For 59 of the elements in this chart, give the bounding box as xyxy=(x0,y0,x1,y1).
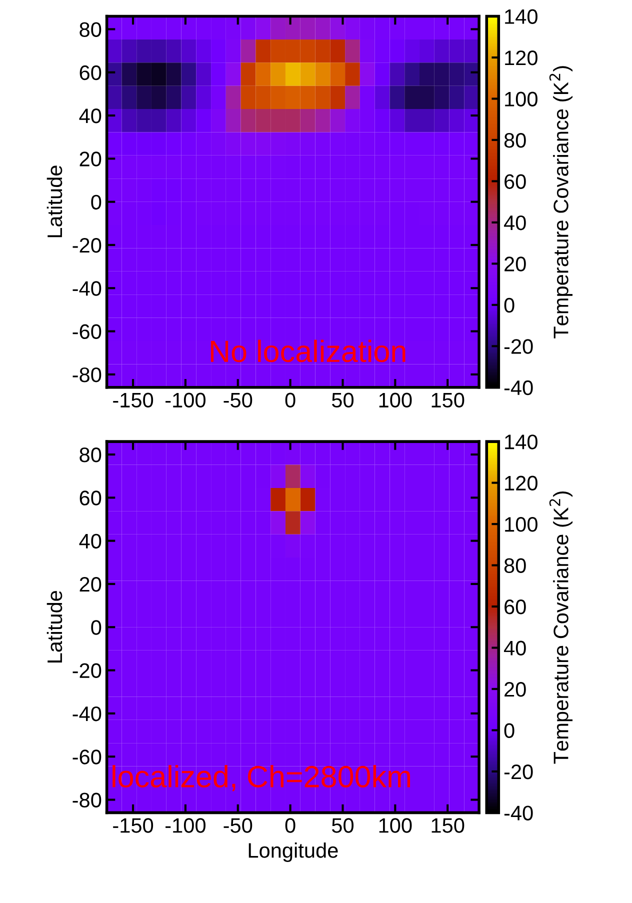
y-tick-label: 80 xyxy=(80,22,102,37)
color-bar-title: Temperature Covariance (K$^{2}$) xyxy=(549,491,572,764)
color-bar-label: 80 xyxy=(504,558,526,574)
y-tick-label: -20 xyxy=(72,238,102,253)
y-tick-label: 40 xyxy=(79,108,102,124)
color-bar-label: 80 xyxy=(504,132,526,148)
x-tick-label: 100 xyxy=(379,818,412,833)
color-bar-label: 140 xyxy=(505,9,538,24)
color-bar-label: 0 xyxy=(504,723,514,738)
y-axis-title: Latitude xyxy=(46,166,62,238)
y-tick-label: -20 xyxy=(72,663,102,678)
color-bar-label: 140 xyxy=(505,434,538,450)
color-bar-label: 0 xyxy=(504,298,514,313)
color-bar-label: 120 xyxy=(505,476,538,491)
y-tick-label: -80 xyxy=(72,792,102,808)
annotation: localized, Ch=2800km xyxy=(112,765,410,792)
x-tick-label: -100 xyxy=(166,392,206,408)
y-tick-label: 40 xyxy=(79,534,102,549)
x-tick-label: 0 xyxy=(285,392,296,408)
y-tick-label: 20 xyxy=(80,152,102,166)
color-bar-label: 40 xyxy=(504,640,526,656)
y-axis-title: Latitude xyxy=(46,590,62,662)
x-tick-label: -150 xyxy=(113,818,154,833)
color-bar-title: Temperature Covariance (K$^{2}$) xyxy=(549,66,572,338)
x-tick-label: 100 xyxy=(379,392,412,408)
y-tick-label: -60 xyxy=(72,324,102,340)
color-bar-label: 100 xyxy=(505,92,538,106)
y-tick-label: -40 xyxy=(72,706,102,722)
color-bar-label: -20 xyxy=(504,764,533,780)
y-tick-label: 0 xyxy=(91,620,102,635)
x-tick-label: -150 xyxy=(113,392,154,408)
y-tick-label: -60 xyxy=(72,750,102,764)
x-tick-label: 50 xyxy=(332,392,354,408)
x-tick-label: 50 xyxy=(332,818,354,833)
color-bar-label: 60 xyxy=(504,174,526,189)
x-tick-label: 150 xyxy=(432,818,464,833)
color-bar-label: -40 xyxy=(504,806,533,820)
color-bar-label: 60 xyxy=(504,600,526,614)
color-bar-label: 100 xyxy=(505,517,538,532)
color-bar-label: -40 xyxy=(504,380,533,396)
y-tick-label: -40 xyxy=(72,281,102,296)
y-tick-label: 0 xyxy=(91,194,102,210)
y-tick-label: 80 xyxy=(80,448,102,462)
y-tick-label: 60 xyxy=(80,490,102,506)
y-tick-label: 20 xyxy=(80,576,102,592)
color-bar-label: 20 xyxy=(504,256,526,272)
annotation: No localization xyxy=(210,340,406,362)
color-bar-label: 20 xyxy=(504,682,526,697)
x-tick-label: -50 xyxy=(224,392,252,408)
x-axis-title: Longitude xyxy=(248,842,338,862)
x-tick-label: 0 xyxy=(285,818,296,833)
x-tick-label: -50 xyxy=(224,818,252,833)
color-bar-label: 40 xyxy=(504,215,526,230)
y-tick-label: 60 xyxy=(80,65,102,80)
y-tick-label: -80 xyxy=(72,367,102,382)
color-bar-label: 120 xyxy=(505,50,538,66)
color-bar-label: -20 xyxy=(504,339,533,354)
x-tick-label: 150 xyxy=(432,392,464,408)
x-tick-label: -100 xyxy=(166,818,206,833)
